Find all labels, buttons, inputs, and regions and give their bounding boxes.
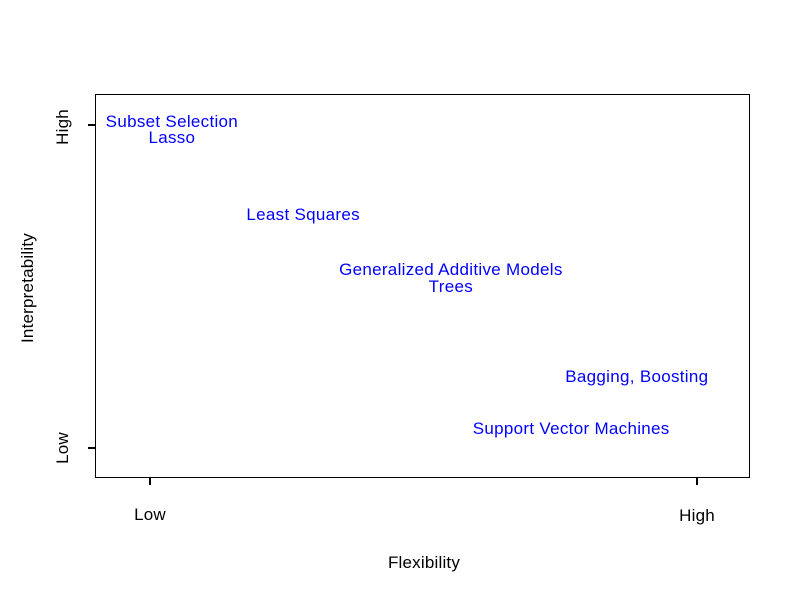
plot-area	[95, 94, 750, 478]
x-tick-label-high: High	[679, 506, 715, 525]
x-axis-tick-high	[696, 478, 698, 485]
method-label: Support Vector Machines	[472, 418, 670, 438]
method-label: Generalized Additive Models	[339, 260, 563, 280]
method-label: Subset Selection	[105, 111, 239, 131]
y-tick-label-high: High	[53, 109, 72, 145]
y-tick-label-low: Low	[53, 432, 72, 464]
x-tick-label-low: Low	[134, 505, 166, 524]
y-axis-title: Interpretability	[18, 233, 37, 343]
y-axis-tick-low	[88, 447, 95, 449]
method-label: Lasso	[148, 127, 196, 147]
x-axis-tick-low	[149, 478, 151, 485]
method-label: Least Squares	[246, 205, 360, 225]
x-axis-title: Flexibility	[387, 553, 461, 572]
method-label: Trees	[428, 276, 474, 296]
method-label: Bagging, Boosting	[565, 366, 709, 386]
y-axis-tick-high	[88, 124, 95, 126]
